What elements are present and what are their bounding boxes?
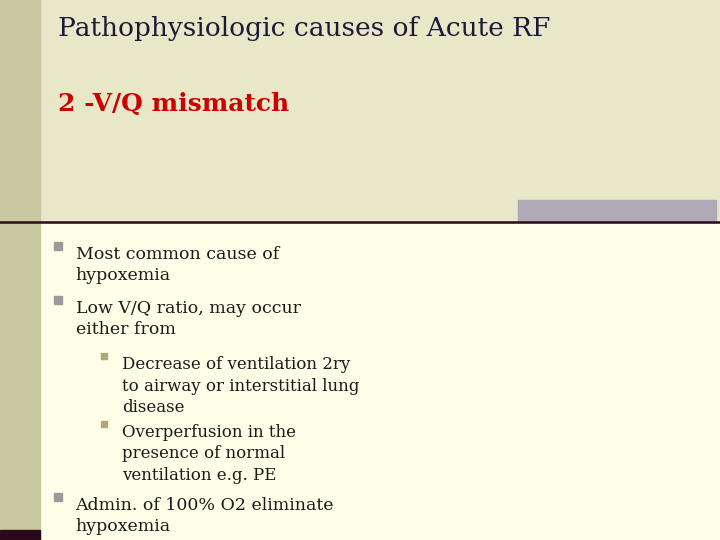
Bar xyxy=(518,200,716,222)
Text: Most common cause of
hypoxemia: Most common cause of hypoxemia xyxy=(76,246,279,284)
Bar xyxy=(0,0,720,224)
Bar xyxy=(0,224,720,540)
Bar xyxy=(0,530,40,540)
Text: Decrease of ventilation 2ry
to airway or interstitial lung
disease: Decrease of ventilation 2ry to airway or… xyxy=(122,356,360,416)
Text: Overperfusion in the
presence of normal
ventilation e.g. PE: Overperfusion in the presence of normal … xyxy=(122,424,297,484)
Text: Admin. of 100% O2 eliminate
hypoxemia: Admin. of 100% O2 eliminate hypoxemia xyxy=(76,497,334,535)
Text: Pathophysiologic causes of Acute RF: Pathophysiologic causes of Acute RF xyxy=(58,16,550,41)
Text: Low V/Q ratio, may occur
either from: Low V/Q ratio, may occur either from xyxy=(76,300,301,338)
Text: 2 -V/Q mismatch: 2 -V/Q mismatch xyxy=(58,92,289,116)
Bar xyxy=(0,0,40,540)
